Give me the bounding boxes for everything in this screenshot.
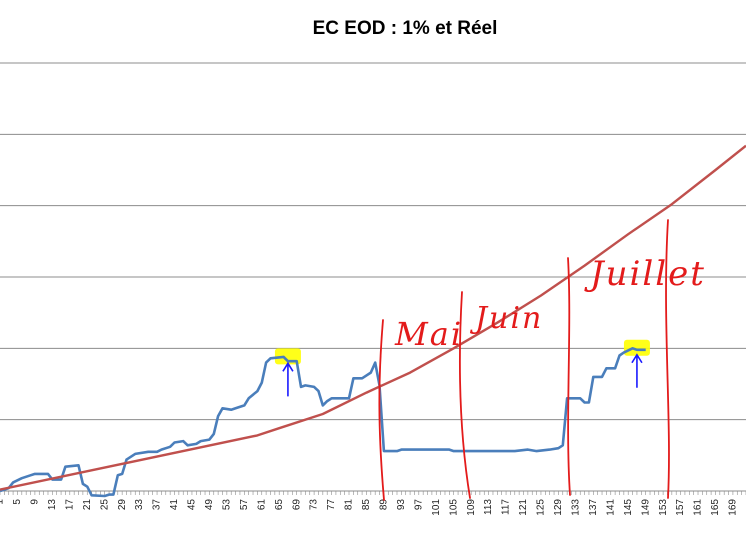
month-separator: [458, 291, 471, 499]
x-tick-label: 29: [117, 499, 128, 511]
x-axis: 15 9 13 17 21 25 29 33 37 41 45 49 53 57 61 65 69 73 77 81 8…: [0, 490, 746, 516]
x-tick-label: 149: [640, 499, 651, 516]
x-tick-label: 145: [623, 499, 634, 516]
month-separator: [378, 319, 385, 501]
x-tick-label: 13: [47, 499, 58, 511]
x-tick-label: 61: [256, 499, 267, 511]
x-tick-label: 81: [344, 499, 355, 511]
month-separator: [567, 257, 571, 496]
x-tick-label: 25: [99, 499, 110, 511]
x-tick-label: 21: [82, 499, 93, 511]
x-tick-label: 121: [518, 499, 529, 516]
x-tick-label: 125: [536, 499, 547, 516]
x-tick-label: 37: [152, 499, 163, 511]
x-tick-label: 45: [187, 499, 198, 511]
x-tick-label: 57: [239, 499, 250, 511]
x-tick-label: 157: [675, 499, 686, 516]
x-tick-label: 49: [204, 499, 215, 511]
month-separator: [665, 219, 670, 499]
x-tick-label: 53: [221, 499, 232, 511]
x-tick-label: 41: [169, 499, 180, 511]
x-tick-label: 1: [0, 499, 6, 505]
x-tick-label: 117: [501, 499, 512, 515]
handwritten-annotations: Mai Juin Juillet: [378, 219, 706, 501]
x-tick-label: 105: [448, 499, 459, 516]
x-tick-label: 65: [274, 499, 285, 511]
x-tick-label: 101: [431, 499, 442, 516]
x-tick-label: 133: [571, 499, 582, 516]
x-tick-label: 137: [588, 499, 599, 516]
x-tick-label: 33: [134, 499, 145, 511]
x-tick-label: 165: [710, 499, 721, 516]
x-tick-label: 153: [658, 499, 669, 516]
x-tick-label: 77: [326, 499, 337, 511]
highlight-marker: [623, 339, 650, 356]
chart-title: EC EOD : 1% et Réel: [312, 18, 498, 39]
x-tick-label: 169: [728, 499, 739, 516]
gridlines: [0, 62, 746, 421]
x-tick-label: 161: [693, 499, 704, 516]
series-layer: [0, 144, 746, 498]
arrow-annotation: [282, 361, 294, 397]
x-tick-label: 113: [483, 499, 494, 515]
x-tick-label: 85: [361, 499, 372, 511]
x-tick-label: 109: [466, 499, 477, 516]
handwritten-label: Juillet: [584, 254, 706, 294]
series-line-1: [0, 347, 646, 498]
series-line-2: [0, 144, 746, 491]
x-tick-label: 5: [12, 499, 23, 505]
x-tick-label: 89: [379, 499, 390, 511]
arrow-annotation: [631, 353, 643, 388]
x-tick-label: 129: [553, 499, 564, 516]
handwritten-label: Mai: [394, 315, 463, 353]
x-tick-label: 93: [396, 499, 407, 511]
x-tick-label: 69: [291, 499, 302, 511]
x-tick-label: 73: [309, 499, 320, 511]
handwritten-label: Juin: [469, 301, 543, 336]
x-tick-label: 9: [30, 499, 41, 505]
x-tick-label: 141: [605, 499, 616, 516]
x-tick-label: 17: [64, 499, 75, 511]
x-tick-label: 97: [413, 499, 424, 511]
